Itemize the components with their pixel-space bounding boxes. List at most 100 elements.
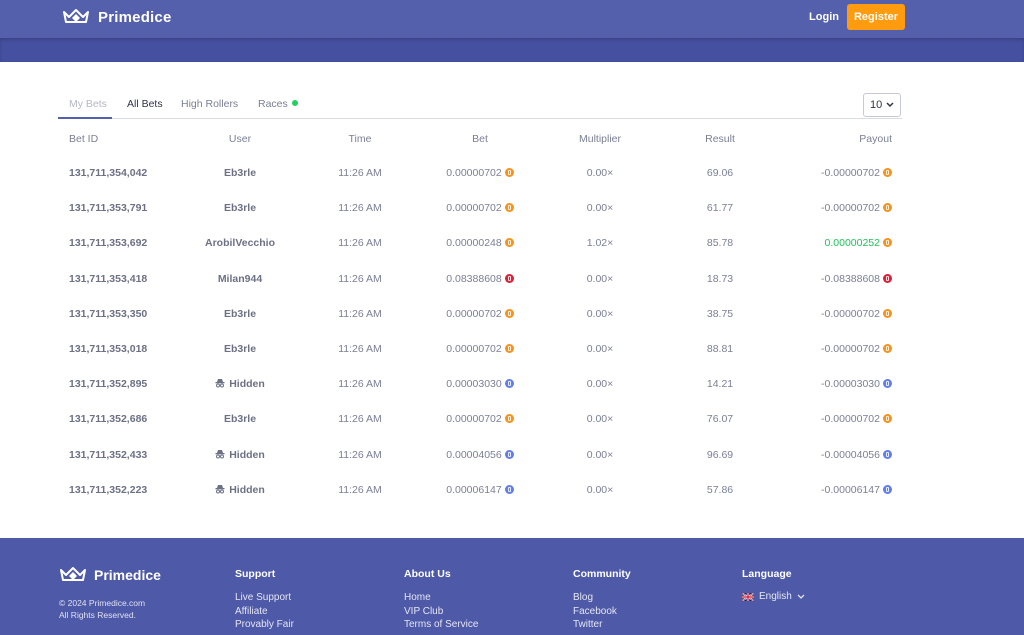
footer-brand-name: Primedice xyxy=(94,567,161,583)
table-row: 131,711,353,418 Milan944 11:26 AM 0.0838860… xyxy=(60,262,902,297)
footer-link-twitter[interactable]: Twitter xyxy=(573,619,603,630)
bet-id-link[interactable]: 131,711,352,895 xyxy=(69,367,147,402)
bet-id-link[interactable]: 131,711,352,433 xyxy=(69,438,147,473)
footer-link-facebook[interactable]: Facebook xyxy=(573,605,617,617)
bet-amount-text: 0.00004056 xyxy=(446,448,502,461)
bet-id-link[interactable]: 131,711,352,223 xyxy=(69,473,147,508)
bet-id-link[interactable]: 131,711,353,692 xyxy=(69,226,147,261)
bet-multiplier: 0.00× xyxy=(550,262,650,297)
tab-all-bets[interactable]: All Bets xyxy=(127,98,163,110)
bet-id-link[interactable]: 131,711,354,042 xyxy=(69,156,147,191)
bet-amount: 0.00000702 xyxy=(420,297,540,332)
user-link[interactable]: Milan944 xyxy=(180,262,300,297)
bet-amount-text: 0.00000248 xyxy=(446,237,502,250)
footer-link-home[interactable]: Home xyxy=(404,592,431,603)
eth-coin-icon xyxy=(883,379,892,389)
bet-result: 85.78 xyxy=(680,226,760,261)
user-link[interactable]: Eb3rle xyxy=(180,332,300,367)
user-link[interactable]: Eb3rle xyxy=(180,297,300,332)
bet-result: 69.06 xyxy=(680,156,760,191)
bet-time-text: 11:26 AM xyxy=(338,167,382,179)
footer-link-vip-club[interactable]: VIP Club xyxy=(404,605,444,617)
footer-link-live-support[interactable]: Live Support xyxy=(235,592,292,603)
bet-id-link[interactable]: 131,711,353,350 xyxy=(69,297,147,332)
active-tab-indicator xyxy=(58,117,112,119)
footer-link-blog[interactable]: Blog xyxy=(573,592,594,603)
btc-coin-icon xyxy=(883,203,892,213)
language-select[interactable]: English xyxy=(742,591,810,602)
bet-payout-text: -0.00000702 xyxy=(821,167,880,179)
register-button[interactable]: Register xyxy=(847,4,905,30)
footer-link-affiliate[interactable]: Affiliate xyxy=(235,605,268,617)
user-link[interactable]: Eb3rle xyxy=(180,402,300,437)
user-name: ArobilVecchio xyxy=(204,237,276,250)
user-link: Hidden xyxy=(180,438,300,473)
bet-time-text: 11:26 AM xyxy=(338,413,382,426)
bet-multiplier: 0.00× xyxy=(550,191,650,226)
user-link[interactable]: Eb3rle xyxy=(180,191,300,226)
bet-id-link[interactable]: 131,711,353,018 xyxy=(69,332,147,367)
user-link[interactable]: Eb3rle xyxy=(180,156,300,191)
btc-coin-icon xyxy=(504,168,514,177)
footer-col-support: Support Live Support Affiliate Provably … xyxy=(235,568,294,632)
bet-multiplier-text: 0.00× xyxy=(586,307,614,320)
bet-id-link[interactable]: 131,711,352,686 xyxy=(69,402,147,437)
brand-logo[interactable]: Primedice xyxy=(62,8,172,26)
chevron-down-icon xyxy=(797,594,805,599)
bet-time-text: 11:26 AM xyxy=(338,307,382,320)
footer-col-title: Community xyxy=(573,568,631,580)
tab-my-bets[interactable]: My Bets xyxy=(69,98,107,110)
bet-id-link-text: 131,711,352,686 xyxy=(69,413,148,426)
bet-amount: 0.00006147 xyxy=(420,473,540,508)
user-name: Eb3rle xyxy=(223,413,257,426)
tab-high-rollers[interactable]: High Rollers xyxy=(181,98,239,110)
bet-result: 88.81 xyxy=(680,332,760,367)
row-count-select[interactable]: 10 xyxy=(863,93,901,117)
user-link: Hidden xyxy=(180,473,300,508)
bet-id-link[interactable]: 131,711,353,418 xyxy=(69,262,147,297)
bet-amount: 0.00000702 xyxy=(420,191,540,226)
bet-time-text: 11:26 AM xyxy=(338,272,382,285)
bet-id-link-text: 131,711,353,692 xyxy=(69,237,148,250)
user-name: Eb3rle xyxy=(223,307,257,320)
footer-link-terms[interactable]: Terms of Service xyxy=(404,619,479,630)
bet-payout-text: -0.00000702 xyxy=(821,202,880,215)
bet-payout: -0.00004056 xyxy=(821,438,892,473)
tab-races[interactable]: Races xyxy=(258,98,298,119)
table-row: 131,711,353,018 Eb3rle 11:26 AM 0.00000702 0… xyxy=(60,332,902,367)
bet-time-text: 11:26 AM xyxy=(338,343,382,355)
bet-multiplier: 0.00× xyxy=(550,402,650,437)
bet-payout: -0.00000702 xyxy=(821,156,892,191)
user-name: Eb3rle xyxy=(223,167,257,179)
column-header-bet-id: Bet ID xyxy=(69,133,99,145)
bet-time: 11:26 AM xyxy=(315,367,405,402)
footer-link-provably-fair[interactable]: Provably Fair xyxy=(235,619,294,630)
bet-id-link-text: 131,711,353,018 xyxy=(69,343,148,355)
bet-multiplier-text: 0.00× xyxy=(586,413,614,426)
bet-amount: 0.00000248 xyxy=(420,226,540,261)
bet-result-text: 18.73 xyxy=(706,272,734,285)
login-button[interactable]: Login xyxy=(809,11,839,23)
btc-coin-icon xyxy=(883,414,892,424)
bet-payout: -0.00000702 xyxy=(821,402,892,437)
footer-brand[interactable]: Primedice xyxy=(59,566,161,584)
btc-coin-icon xyxy=(504,308,514,318)
btc-coin-icon xyxy=(883,168,892,177)
table-row: 131,711,352,433 Hidden 11:26 AM 0.00004056 0… xyxy=(60,438,902,473)
brand-name: Primedice xyxy=(98,8,172,26)
race-live-indicator xyxy=(291,100,298,106)
bet-payout: -0.00003030 xyxy=(821,367,892,402)
bet-id-link[interactable]: 131,711,353,791 xyxy=(69,191,147,226)
bet-payout-text: -0.00006147 xyxy=(821,483,880,496)
uk-flag-icon xyxy=(742,592,754,601)
incognito-icon xyxy=(215,449,225,459)
language-value: English xyxy=(759,591,792,602)
column-header-user: User xyxy=(228,133,252,145)
btc-coin-icon xyxy=(504,238,514,248)
table-row: 131,711,353,350 Eb3rle 11:26 AM 0.00000702 0… xyxy=(60,297,902,332)
table-row: 131,711,353,791 Eb3rle 11:26 AM 0.00000702 0… xyxy=(60,191,902,226)
bet-amount-text: 0.00000702 xyxy=(446,413,502,426)
bet-result-text: 38.75 xyxy=(706,307,734,320)
eth-coin-icon xyxy=(504,379,514,389)
user-link[interactable]: ArobilVecchio xyxy=(180,226,300,261)
